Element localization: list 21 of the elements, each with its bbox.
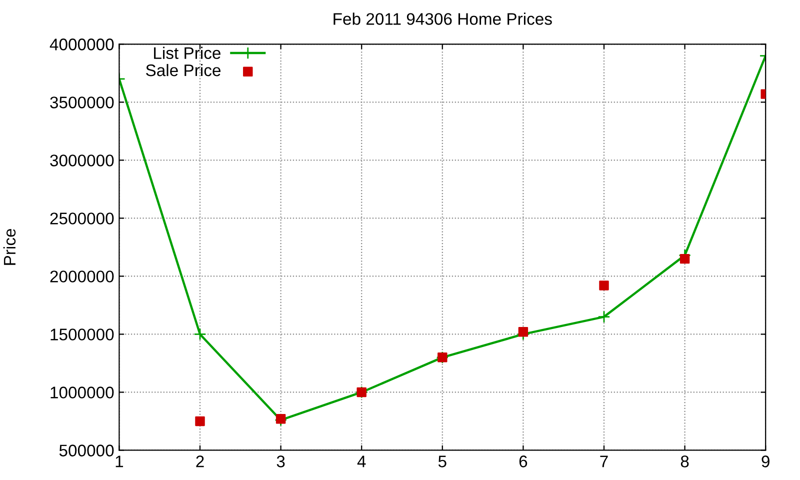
x-tick-label: 5 (438, 456, 446, 468)
chart-title: Feb 2011 94306 Home Prices (334, 12, 552, 25)
y-axis-title: Price (3, 228, 16, 265)
y-tick-label: 4000000 (50, 38, 114, 50)
legend-label: Sale Price (146, 64, 220, 76)
legend-label: List Price (154, 46, 220, 60)
x-tick-label: 1 (116, 456, 124, 468)
x-tick-label: 8 (680, 456, 689, 468)
y-tick-label: 2000000 (50, 270, 114, 282)
y-tick-label: 1500000 (50, 328, 114, 340)
y-tick-label: 3500000 (50, 96, 114, 108)
x-tick-label: 7 (600, 456, 608, 468)
x-tick-label: 6 (519, 456, 528, 468)
y-tick-label: 1000000 (50, 386, 114, 398)
y-tick-label: 2500000 (50, 212, 114, 224)
y-tick-label: 3000000 (50, 154, 114, 166)
x-tick-label: 9 (762, 456, 770, 468)
x-tick-label: 2 (196, 456, 204, 468)
x-tick-label: 3 (276, 456, 285, 468)
y-tick-label: 500000 (59, 444, 114, 456)
x-tick-label: 4 (357, 456, 366, 468)
